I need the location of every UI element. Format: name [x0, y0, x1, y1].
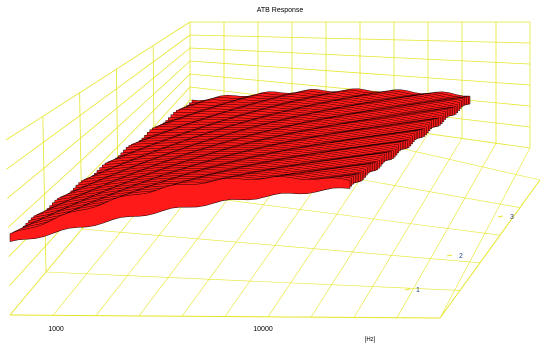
floor-right-edge: [439, 179, 541, 319]
y-axis-tick: [446, 254, 453, 257]
side-grid-vline: [42, 116, 47, 273]
floor-front-edge: [9, 314, 441, 319]
back-grid-hline: [189, 60, 531, 86]
surface-slice: [9, 176, 351, 242]
y-axis-tick: [404, 288, 411, 291]
side-grid-line: [7, 47, 191, 199]
chart-title: ATB Response: [257, 7, 304, 14]
floor-grid-depth-line: [45, 271, 461, 291]
floor-grid-line: [396, 143, 497, 318]
side-grid-line: [5, 21, 191, 141]
y-tick-label-3: 3: [510, 214, 514, 221]
y-axis-tick: [497, 215, 504, 218]
x-axis-label: [Hz]: [365, 337, 376, 343]
y-tick-label-1: 1: [416, 287, 420, 294]
floor-grid-depth-line: [81, 228, 481, 264]
floor-grid-line: [353, 138, 463, 318]
x-tick-label-1000: 1000: [48, 326, 64, 333]
side-grid-line: [7, 60, 191, 228]
floor-grid-line: [310, 133, 429, 318]
side-grid-vline: [152, 45, 155, 144]
y-tick-label-2: 2: [459, 253, 463, 260]
back-grid-hline: [189, 47, 531, 65]
x-tick-label-10000: 10000: [253, 326, 273, 333]
side-grid-line: [6, 34, 191, 170]
back-grid-hline: [189, 34, 531, 44]
response-surface: [9, 88, 471, 242]
